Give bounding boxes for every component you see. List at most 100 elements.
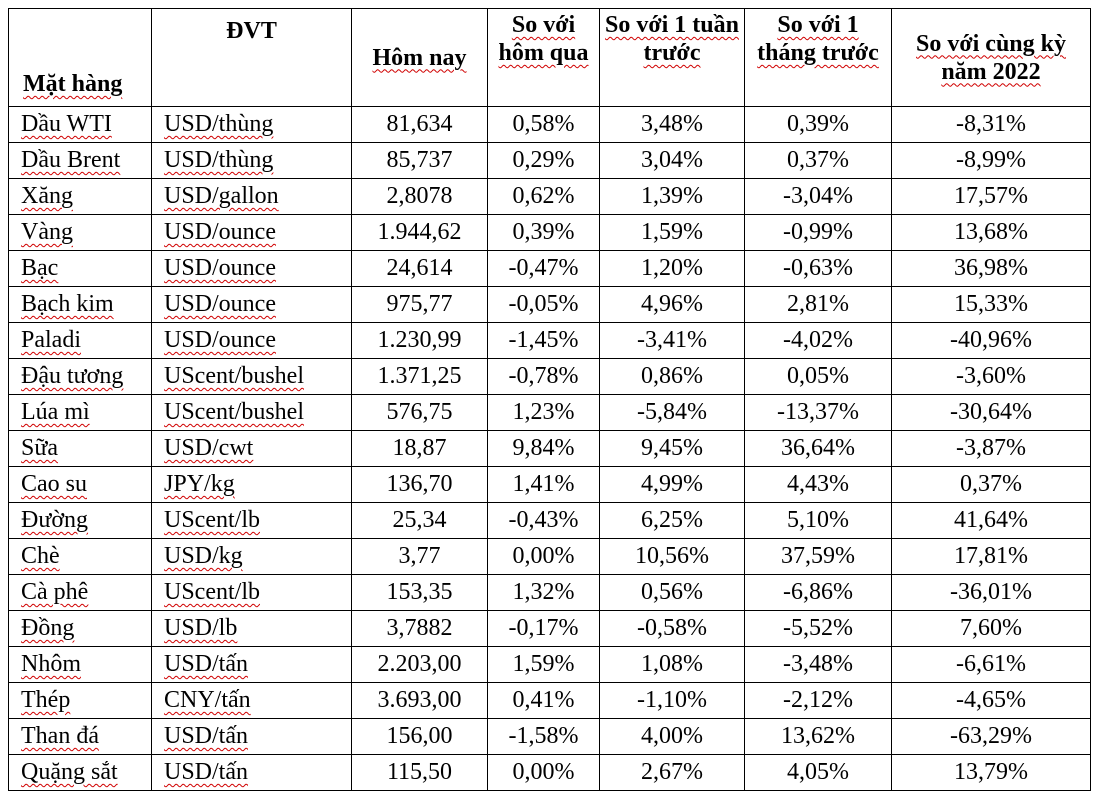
cell-today: 2.203,00 [351,646,488,683]
cell-item-text: Nhôm [21,651,81,677]
cell-vs-year: 7,60% [891,610,1091,647]
cell-vs-year-text: -3,87% [956,435,1026,461]
cell-vs-week: 4,99% [599,466,745,503]
cell-vs-yesterday: 1,41% [487,466,600,503]
cell-today-text: 3,77 [398,543,441,569]
cell-vs-yesterday-text: 0,41% [512,687,575,713]
cell-unit: USD/ounce [151,214,352,251]
cell-vs-yesterday: -0,78% [487,358,600,395]
cell-vs-yesterday: 1,59% [487,646,600,683]
cell-unit-text: USD/gallon [164,183,279,209]
cell-vs-year-text: 15,33% [954,291,1028,317]
cell-vs-month-text: -2,12% [783,687,853,713]
cell-today: 81,634 [351,106,488,143]
cell-vs-year-text: 17,57% [954,183,1028,209]
cell-vs-yesterday-text: 0,62% [512,183,575,209]
cell-vs-month: -0,99% [744,214,892,251]
cell-vs-year: 17,81% [891,538,1091,575]
cell-vs-yesterday: 9,84% [487,430,600,467]
cell-today-text: 3,7882 [386,615,453,641]
table-row: Đồng USD/lb 3,7882 -0,17% -0,58% -5,52% 7,60% [8,610,1091,647]
cell-vs-year-text: -4,65% [956,687,1026,713]
cell-today: 25,34 [351,502,488,539]
cell-vs-month-text: 0,37% [787,147,849,173]
cell-vs-month: 0,39% [744,106,892,143]
cell-vs-week-text: 9,45% [641,435,703,461]
cell-unit-text: JPY/kg [164,471,235,497]
cell-today-text: 2,8078 [386,183,453,209]
cell-today: 1.230,99 [351,322,488,359]
cell-unit: USD/kg [151,538,352,575]
cell-vs-yesterday: -0,47% [487,250,600,287]
cell-vs-year: -8,99% [891,142,1091,179]
cell-vs-month: -0,63% [744,250,892,287]
cell-vs-month: 0,05% [744,358,892,395]
cell-today-text: 2.203,00 [377,651,462,677]
cell-vs-year-text: 17,81% [954,543,1028,569]
cell-vs-year: -36,01% [891,574,1091,611]
cell-vs-yesterday-text: 0,00% [512,543,575,569]
cell-vs-yesterday-text: 0,00% [512,759,575,785]
cell-unit-text: USD/ounce [164,255,276,281]
cell-vs-month-text: 4,05% [787,759,849,785]
cell-item: Đường [8,502,152,539]
cell-item: Vàng [8,214,152,251]
table-row: Vàng USD/ounce 1.944,62 0,39% 1,59% -0,99% 13,… [8,214,1091,251]
cell-item-text: Đường [21,507,89,533]
cell-item: Lúa mì [8,394,152,431]
cell-vs-yesterday: 0,39% [487,214,600,251]
cell-item: Dầu WTI [8,106,152,143]
table-row: Lúa mì UScent/bushel 576,75 1,23% -5,84% -13,… [8,394,1091,431]
cell-vs-yesterday: 0,29% [487,142,600,179]
cell-vs-year-text: -36,01% [950,579,1032,605]
cell-today: 1.371,25 [351,358,488,395]
cell-vs-year: 15,33% [891,286,1091,323]
cell-vs-yesterday: 0,00% [487,754,600,791]
cell-unit: USD/cwt [151,430,352,467]
cell-vs-week: 4,00% [599,718,745,755]
cell-item-text: Cao su [21,471,87,497]
cell-vs-week: 1,59% [599,214,745,251]
cell-item: Chè [8,538,152,575]
table-row: Sữa USD/cwt 18,87 9,84% 9,45% 36,64% -3,87% [8,430,1091,467]
cell-vs-year-text: -6,61% [956,651,1026,677]
cell-vs-yesterday: -1,45% [487,322,600,359]
cell-unit-text: USD/cwt [164,435,254,461]
cell-vs-week-text: 6,25% [641,507,703,533]
cell-vs-year-text: -30,64% [950,399,1032,425]
cell-vs-week: 2,67% [599,754,745,791]
cell-today: 156,00 [351,718,488,755]
cell-vs-month-text: 13,62% [781,723,855,749]
cell-vs-month: 4,05% [744,754,892,791]
cell-item: Sữa [8,430,152,467]
cell-item-text: Dầu Brent [21,147,121,173]
cell-vs-yesterday-text: -1,45% [508,327,579,353]
cell-vs-yesterday: 0,62% [487,178,600,215]
header-today: Hôm nay [351,8,488,107]
cell-vs-week-text: 1,59% [641,219,703,245]
cell-unit: USD/tấn [151,754,352,791]
cell-vs-yesterday-text: 1,23% [512,399,575,425]
cell-unit-text: USD/tấn [164,759,248,785]
cell-today-text: 1.230,99 [377,327,462,353]
cell-vs-year: 0,37% [891,466,1091,503]
cell-vs-year: -30,64% [891,394,1091,431]
cell-vs-week: 0,86% [599,358,745,395]
cell-unit-text: USD/thùng [164,111,274,137]
cell-today-text: 576,75 [386,399,453,425]
cell-unit-text: USD/ounce [164,291,276,317]
cell-vs-year: -40,96% [891,322,1091,359]
cell-today-text: 81,634 [386,111,453,137]
cell-vs-yesterday-text: 1,59% [512,651,575,677]
cell-vs-yesterday-text: -1,58% [508,723,579,749]
cell-item: Bạch kim [8,286,152,323]
cell-vs-month-text: -3,48% [783,651,853,677]
cell-vs-week: 10,56% [599,538,745,575]
header-vs-yesterday: So với hôm qua [487,8,600,107]
cell-vs-week-text: 10,56% [635,543,709,569]
cell-today: 3,7882 [351,610,488,647]
cell-vs-week-text: 1,20% [641,255,703,281]
cell-vs-month-text: 37,59% [781,543,855,569]
cell-vs-week-text: 3,48% [641,111,703,137]
cell-vs-month-text: -5,52% [783,615,853,641]
